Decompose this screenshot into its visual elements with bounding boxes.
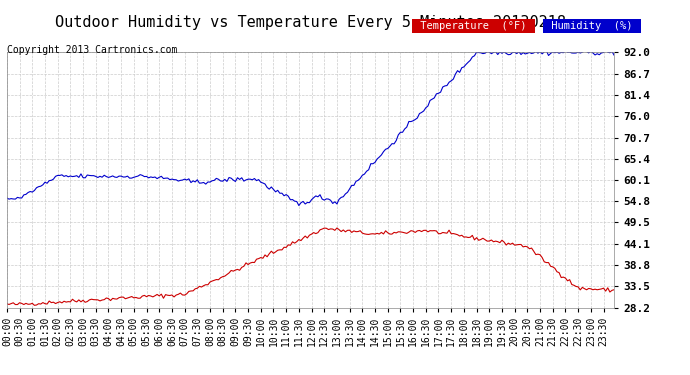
Text: Outdoor Humidity vs Temperature Every 5 Minutes 20130218: Outdoor Humidity vs Temperature Every 5 … — [55, 15, 566, 30]
Text: Temperature  (°F): Temperature (°F) — [414, 21, 533, 31]
Text: Humidity  (%): Humidity (%) — [545, 21, 639, 31]
Text: Copyright 2013 Cartronics.com: Copyright 2013 Cartronics.com — [7, 45, 177, 55]
